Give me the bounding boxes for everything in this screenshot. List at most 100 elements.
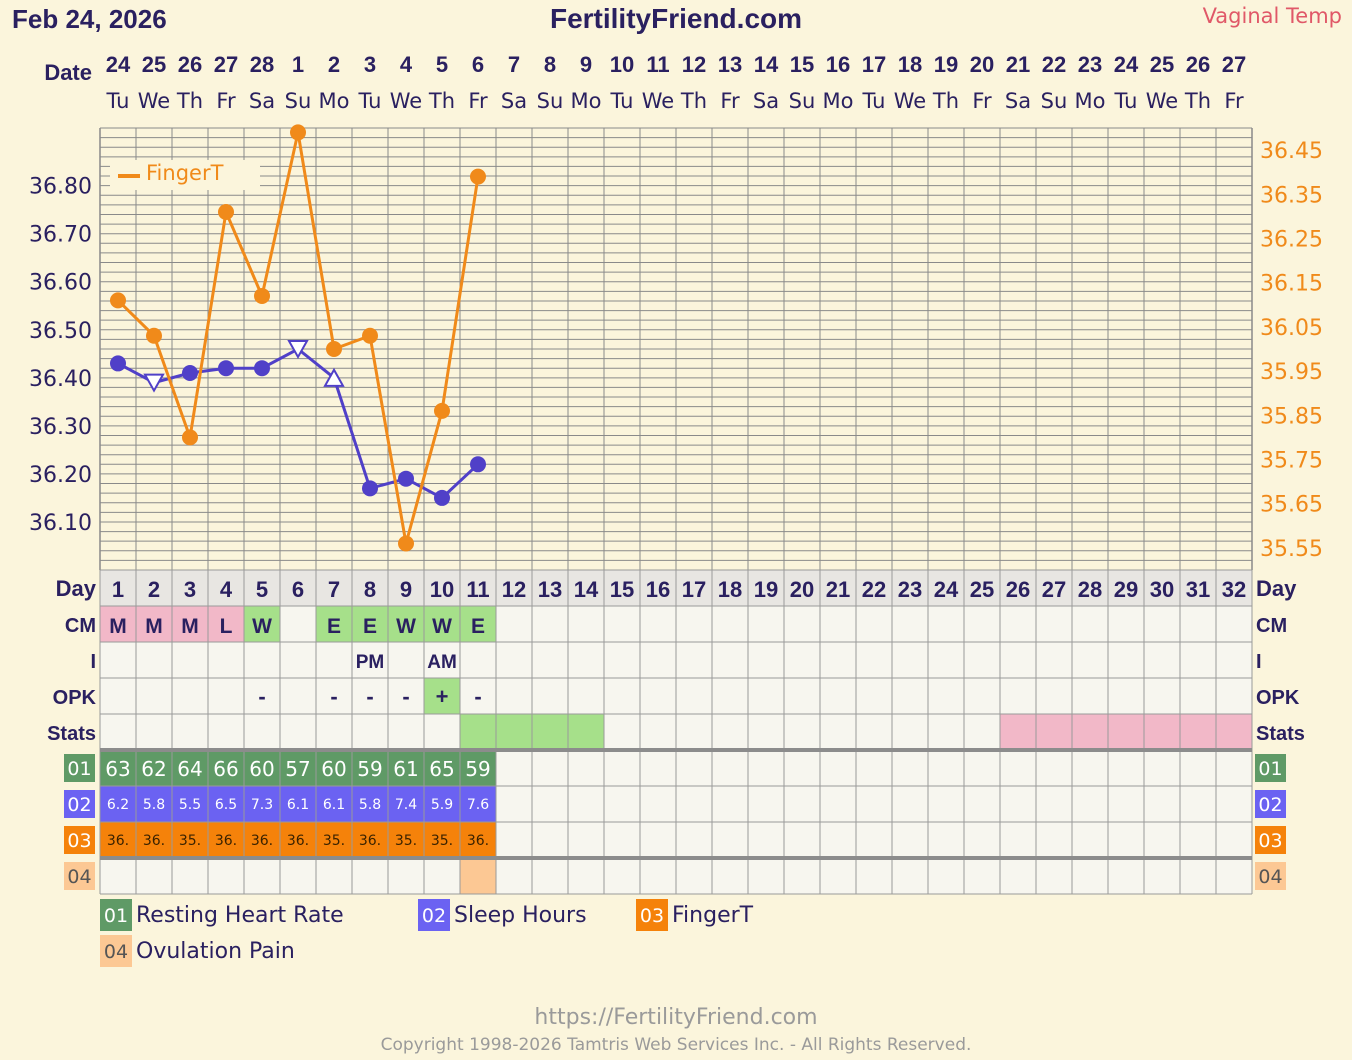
custom-cell-03[interactable] [280,822,316,858]
custom-cell-02[interactable] [136,786,172,822]
weekday: Th [680,89,707,113]
data-point[interactable] [218,360,234,377]
cm-cell[interactable] [100,606,136,642]
footer-copyright: Copyright 1998-2026 Tamtris Web Services… [381,1035,972,1055]
left-axis-tick: 36.80 [29,175,92,200]
custom-cell-01[interactable] [244,750,280,786]
data-point[interactable] [398,535,414,552]
stats-cell-fertile [532,714,568,750]
custom-cell-03[interactable] [352,822,388,858]
day-number: 3 [184,577,196,602]
custom-cell-02[interactable] [388,786,424,822]
custom-cell-01[interactable] [172,750,208,786]
cm-cell[interactable] [244,606,280,642]
day-number: 12 [502,577,526,602]
custom-value-02: 5.9 [431,797,453,813]
custom-cell-01[interactable] [352,750,388,786]
left-axis-tick: 36.10 [29,511,92,536]
cm-value: M [109,615,127,638]
custom-cell-03[interactable] [388,822,424,858]
footer-url[interactable]: https://FertilityFriend.com [534,1005,817,1030]
weekday: Mo [823,89,854,113]
custom-cell-02[interactable] [208,786,244,822]
cm-cell[interactable] [352,606,388,642]
data-point[interactable] [110,292,126,309]
custom-cell-02[interactable] [244,786,280,822]
right-axis-tick: 36.45 [1260,139,1323,164]
custom-cell-03[interactable] [136,822,172,858]
right-axis-tick: 35.65 [1260,493,1323,518]
custom-cell-01[interactable] [460,750,496,786]
day-number: 32 [1222,577,1246,602]
custom-cell-02[interactable] [460,786,496,822]
chart-legend: FingerT [110,160,260,190]
custom-value-03: 36. [143,833,165,849]
weekday: Tu [1114,89,1138,113]
opk-positive-cell[interactable] [424,678,460,714]
custom-cell-03[interactable] [460,822,496,858]
data-point-open[interactable] [143,373,165,393]
custom-cell-02[interactable] [280,786,316,822]
data-point[interactable] [254,287,270,304]
data-point[interactable] [218,203,234,220]
data-point[interactable] [290,124,306,141]
data-point[interactable] [470,456,486,473]
date-number: 14 [754,52,779,77]
data-point[interactable] [362,480,378,497]
cm-cell[interactable] [172,606,208,642]
day-number: 13 [538,577,562,602]
data-point[interactable] [434,402,450,419]
cm-cell[interactable] [208,606,244,642]
custom-cell-02[interactable] [424,786,460,822]
data-point[interactable] [146,327,162,344]
custom-cell-01[interactable] [136,750,172,786]
data-point[interactable] [326,341,342,357]
date-number: 2 [328,52,340,77]
custom-cell-01[interactable] [424,750,460,786]
cm-cell[interactable] [424,606,460,642]
custom-cell-03[interactable] [172,822,208,858]
custom-cell-03[interactable] [244,822,280,858]
custom-cell-03[interactable] [316,822,352,858]
custom-value-02: 6.1 [287,797,309,813]
custom-cell-01[interactable] [280,750,316,786]
weekday: We [1146,89,1178,113]
data-point[interactable] [398,470,414,487]
data-point-open[interactable] [323,367,345,387]
data-point-open[interactable] [287,340,309,360]
custom-value-03: 36. [467,833,489,849]
data-point[interactable] [110,355,126,372]
custom-cell-02[interactable] [352,786,388,822]
custom-cell-03[interactable] [424,822,460,858]
custom-cell-01[interactable] [388,750,424,786]
day-number: 19 [754,577,778,602]
date-number: 1 [292,52,304,77]
cm-cell[interactable] [388,606,424,642]
cm-value: W [396,615,416,638]
cm-cell[interactable] [316,606,352,642]
data-point[interactable] [254,360,270,377]
custom-cell-02[interactable] [172,786,208,822]
custom-cell-03[interactable] [208,822,244,858]
data-point[interactable] [470,168,486,185]
custom-cell-01[interactable] [208,750,244,786]
cm-cell[interactable] [136,606,172,642]
custom-value-02: 6.2 [107,797,129,813]
custom-value-03: 35. [323,833,345,849]
custom-cell-01[interactable] [316,750,352,786]
data-point[interactable] [362,327,378,344]
custom-cell-04[interactable] [460,858,496,894]
cm-value: M [181,615,199,638]
data-point[interactable] [434,489,450,506]
custom-value-03: 36. [215,833,237,849]
custom-cell-03[interactable] [100,822,136,858]
weekday: Th [1184,89,1211,113]
custom-cell-02[interactable] [100,786,136,822]
custom-value-02: 5.8 [359,797,381,813]
cm-cell[interactable] [460,606,496,642]
data-point[interactable] [182,365,198,382]
custom-cell-02[interactable] [316,786,352,822]
data-point[interactable] [182,429,198,446]
custom-cell-01[interactable] [100,750,136,786]
weekday: Sa [753,89,779,113]
